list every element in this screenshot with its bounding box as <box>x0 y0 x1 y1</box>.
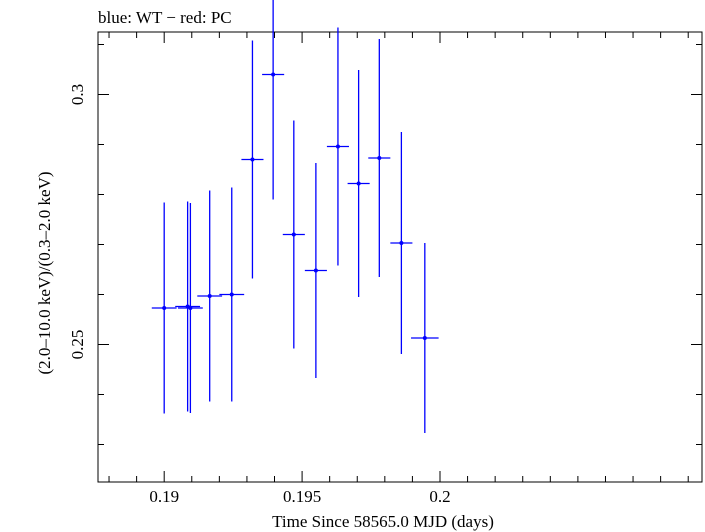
data-marker <box>399 241 404 245</box>
data-point <box>175 201 201 412</box>
data-point <box>347 70 370 297</box>
data-marker <box>271 72 276 77</box>
data-point <box>368 39 391 277</box>
plot-frame <box>97 31 703 483</box>
y-tick-label: 0.3 <box>68 84 87 105</box>
data-marker <box>229 292 234 297</box>
data-marker <box>313 268 318 273</box>
data-point <box>219 187 245 402</box>
data-marker <box>185 304 190 309</box>
data-point <box>282 120 305 349</box>
data-marker <box>356 181 361 186</box>
data-marker <box>335 144 340 149</box>
x-axis-ticks: 0.19 0.195 0.2 <box>108 32 689 506</box>
data-marker <box>291 232 296 237</box>
y-axis-label: (2.0–10.0 keV)/(0.3–2.0 keV) <box>35 171 54 374</box>
data-point <box>304 163 327 378</box>
data-point <box>241 40 264 279</box>
x-tick-label: 0.19 <box>149 487 179 506</box>
x-tick-label: 0.195 <box>283 487 321 506</box>
data-point <box>326 27 349 266</box>
data-point <box>262 0 285 200</box>
y-tick-label: 0.25 <box>68 330 87 360</box>
data-point <box>197 190 223 402</box>
data-marker <box>250 157 255 162</box>
data-marker <box>377 156 382 160</box>
y-axis-ticks: 0.25 0.3 <box>68 44 702 445</box>
data-marker <box>422 336 427 340</box>
data-point <box>177 203 203 413</box>
data-marker <box>162 306 167 310</box>
data-points <box>151 0 439 433</box>
data-point <box>151 202 177 414</box>
chart-title: blue: WT − red: PC <box>98 8 232 27</box>
x-tick-label: 0.2 <box>429 487 450 506</box>
x-axis-label: Time Since 58565.0 MJD (days) <box>272 512 494 531</box>
data-point <box>390 132 413 354</box>
data-point <box>411 243 439 433</box>
data-marker <box>207 294 212 298</box>
